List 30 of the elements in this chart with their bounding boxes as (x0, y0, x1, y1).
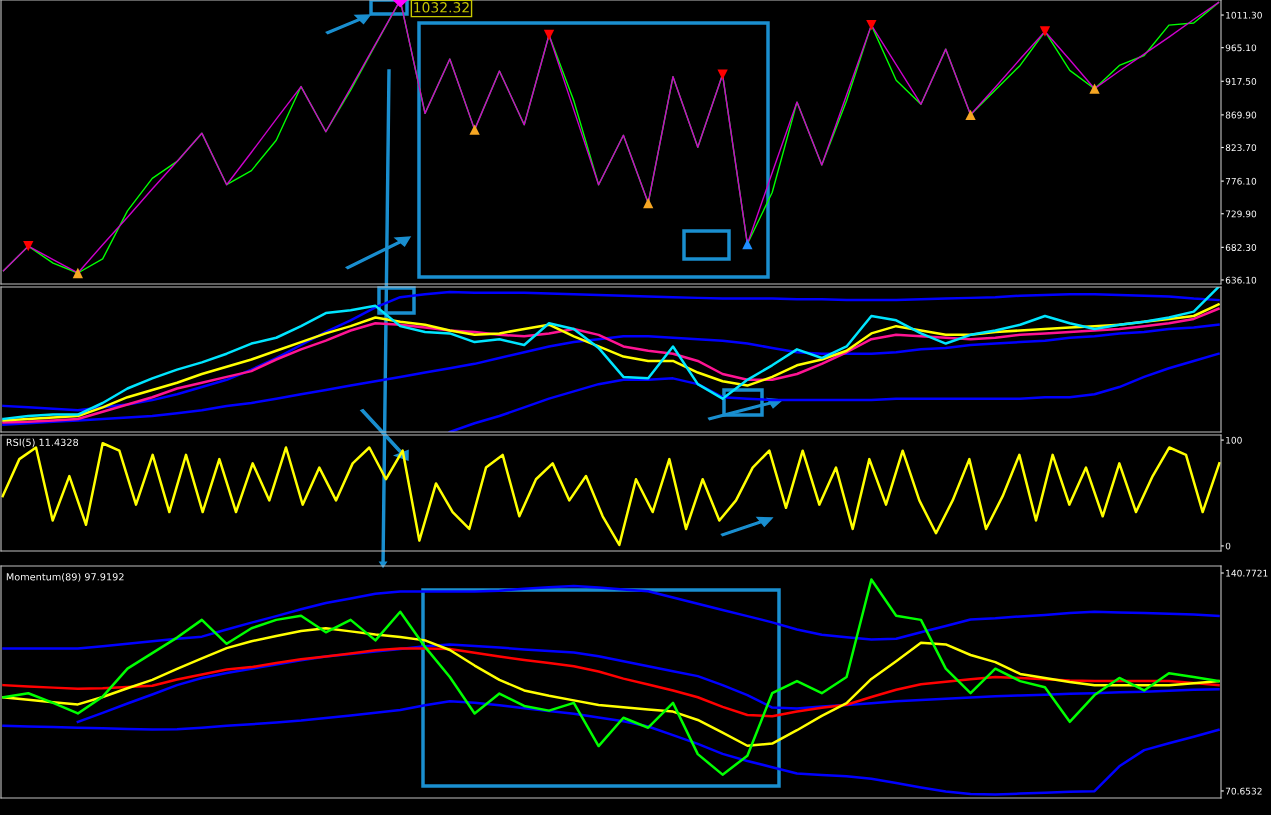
text: Momentum(89) 97.9192 (6, 572, 124, 582)
point (742, 238, 753, 250)
point (965, 109, 976, 120)
point (72, 267, 84, 279)
y-tick-label: 917.50 (1225, 78, 1257, 85)
y-tick-label: 823.70 (1225, 144, 1257, 152)
y-tick-label: 965.10 (1225, 44, 1257, 52)
y-tick-label: 1011.30 (1226, 11, 1262, 19)
y-tick-label: 682.30 (1225, 244, 1257, 251)
line-series (2, 627, 1220, 747)
line-series (2, 647, 1220, 718)
y-tick-label: 776.10 (1225, 177, 1257, 185)
point (717, 69, 728, 80)
y-tick-label: 0 (1225, 542, 1231, 550)
y-tick-label: 140.7721 (1226, 569, 1268, 577)
y-tick-label: 869.90 (1225, 111, 1257, 119)
point (543, 29, 555, 41)
chart-title: RSI(5) 11.4328 (6, 438, 79, 448)
point (23, 241, 34, 252)
y-tick-label: 729.90 (1225, 210, 1257, 218)
point (643, 197, 654, 209)
line-series (2, 584, 1220, 650)
y-tick-label: 70.6532 (1225, 787, 1262, 795)
point (1089, 83, 1100, 94)
annotation: 1032.32 (414, 2, 469, 13)
y-tick-label: 100 (1226, 436, 1242, 444)
y-tick-label: 636.10 (1225, 276, 1257, 284)
point (866, 19, 877, 31)
point (469, 124, 480, 135)
point (1039, 26, 1051, 37)
